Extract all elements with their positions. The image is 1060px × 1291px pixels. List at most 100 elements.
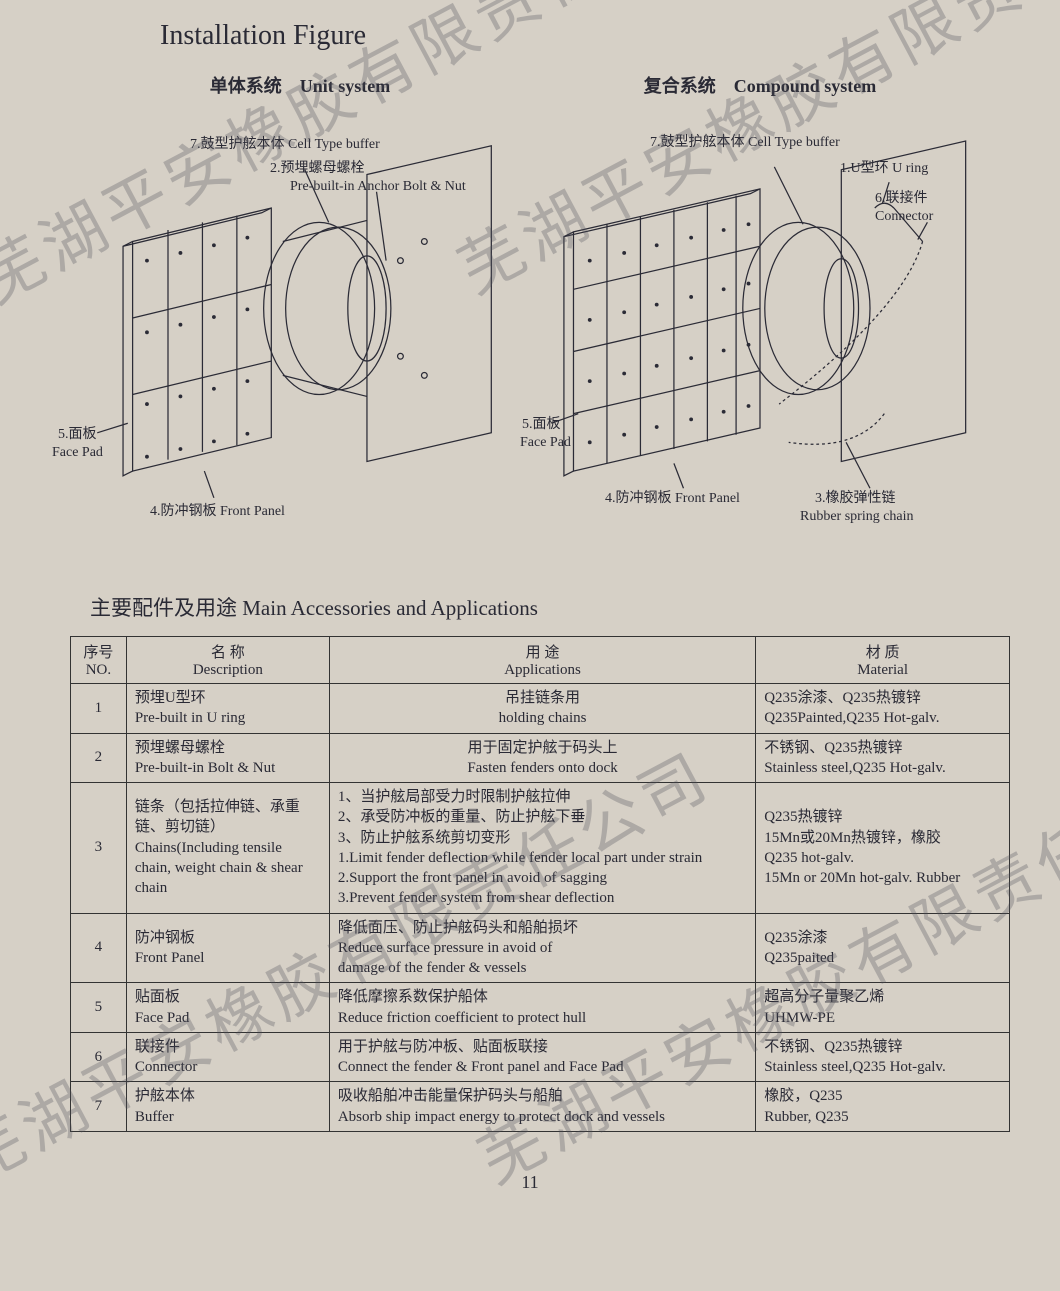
cell-line: Fasten fenders onto dock — [338, 758, 747, 778]
cell-line: Absorb ship impact energy to protect doc… — [338, 1107, 747, 1127]
th-no-cn: 序号 — [79, 641, 118, 662]
fig-compound-title-en: Compound system — [734, 76, 877, 96]
table-row: 5 贴面板Face Pad 降低摩擦系数保护船体Reduce friction co… — [71, 983, 1010, 1033]
cell-line: Q235涂漆、Q235热镀锌 — [764, 688, 1001, 708]
cell-line: Face Pad — [135, 1008, 321, 1028]
cell-line: damage of the fender & vessels — [338, 958, 747, 978]
cell-no: 2 — [71, 733, 127, 783]
cell-line: Stainless steel,Q235 Hot-galv. — [764, 758, 1001, 778]
table-row: 1 预埋U型环Pre-built in U ring 吊挂链条用holding ch… — [71, 684, 1010, 734]
cell-line: Reduce surface pressure in avoid of — [338, 938, 747, 958]
cell-line: Connector — [135, 1057, 321, 1077]
cell-material: Q235涂漆、Q235热镀锌Q235Painted,Q235 Hot-galv. — [756, 684, 1010, 734]
cell-line: 2.Support the front panel in avoid of sa… — [338, 868, 747, 888]
cell-line: Q235涂漆 — [764, 928, 1001, 948]
cell-line: Rubber, Q235 — [764, 1107, 1001, 1127]
cell-applications: 吊挂链条用holding chains — [329, 684, 755, 734]
cell-line: Q235热镀锌 — [764, 807, 1001, 827]
cell-no: 1 — [71, 684, 127, 734]
figure-compound-system: 复合系统 Compound system — [540, 72, 980, 532]
cell-applications: 用于固定护舷于码头上Fasten fenders onto dock — [329, 733, 755, 783]
cell-line: 预埋螺母螺栓 — [135, 738, 321, 758]
cell-description: 护舷本体Buffer — [126, 1082, 329, 1132]
table-row: 4防冲钢板Front Panel降低面压、防止护舷码头和船舶损坏Reduce s… — [71, 913, 1010, 983]
cell-line: 不锈钢、Q235热镀锌 — [764, 1037, 1001, 1057]
th-desc-en: Description — [135, 662, 321, 679]
cell-description: 预埋螺母螺栓Pre-built-in Bolt & Nut — [126, 733, 329, 783]
cell-applications: 降低摩擦系数保护船体Reduce friction coefficient to… — [329, 983, 755, 1033]
cell-line: Q235 hot-galv. — [764, 848, 1001, 868]
cell-material: 不锈钢、Q235热镀锌Stainless steel,Q235 Hot-galv… — [756, 733, 1010, 783]
cell-line: Connect the fender & Front panel and Fac… — [338, 1057, 747, 1077]
label-2b-unit: Pre-built-in Anchor Bolt & Nut — [290, 178, 466, 196]
accessories-table: 序号 NO. 名 称 Description 用 途 Applications … — [70, 636, 1010, 1132]
cell-line: holding chains — [338, 708, 747, 728]
cell-line: 吊挂链条用 — [338, 688, 747, 708]
label-5a-compound: 5.面板 — [522, 416, 561, 434]
cell-line: 15Mn或20Mn热镀锌，橡胶 — [764, 828, 1001, 848]
table-row: 3链条（包括拉伸链、承重链、剪切链）Chains(Including tensi… — [71, 783, 1010, 914]
cell-line: 不锈钢、Q235热镀锌 — [764, 738, 1001, 758]
label-7-compound: 7.鼓型护舷本体 Cell Type buffer — [650, 134, 840, 152]
cell-line: 降低面压、防止护舷码头和船舶损坏 — [338, 918, 747, 938]
fig-unit-title-cn: 单体系统 — [210, 76, 282, 96]
cell-line: UHMW-PE — [764, 1008, 1001, 1028]
th-no-en: NO. — [79, 662, 118, 679]
cell-line: 1、当护舷局部受力时限制护舷拉伸 — [338, 787, 747, 807]
th-mat-en: Material — [764, 662, 1001, 679]
cell-line: 橡胶，Q235 — [764, 1086, 1001, 1106]
figure-unit-system: 单体系统 Unit system — [80, 72, 520, 532]
th-app-cn: 用 途 — [338, 641, 747, 662]
cell-line: 2、承受防冲板的重量、防止护舷下垂 — [338, 807, 747, 827]
cell-applications: 吸收船舶冲击能量保护码头与船舶Absorb ship impact energy… — [329, 1082, 755, 1132]
label-7-unit: 7.鼓型护舷本体 Cell Type buffer — [190, 136, 380, 154]
cell-line: 用于护舷与防冲板、贴面板联接 — [338, 1037, 747, 1057]
page-number: 11 — [70, 1172, 990, 1193]
cell-line: Reduce friction coefficient to protect h… — [338, 1008, 747, 1028]
label-6b-compound: Connector — [875, 208, 933, 226]
label-5b-compound: Face Pad — [520, 434, 571, 452]
cell-no: 7 — [71, 1082, 127, 1132]
cell-line: 链条（包括拉伸链、承重链、剪切链） — [135, 797, 321, 838]
label-6a-compound: 6.联接件 — [875, 190, 928, 208]
cell-no: 5 — [71, 983, 127, 1033]
cell-material: 超高分子量聚乙烯UHMW-PE — [756, 983, 1010, 1033]
th-mat-cn: 材 质 — [764, 641, 1001, 662]
cell-description: 联接件Connector — [126, 1032, 329, 1082]
label-1a-compound: 1.U型环 U ring — [840, 160, 928, 178]
cell-line: Pre-built-in Bolt & Nut — [135, 758, 321, 778]
cell-applications: 降低面压、防止护舷码头和船舶损坏Reduce surface pressure … — [329, 913, 755, 983]
cell-line: Front Panel — [135, 948, 321, 968]
cell-line: 预埋U型环 — [135, 688, 321, 708]
cell-line: 15Mn or 20Mn hot-galv. Rubber — [764, 868, 1001, 888]
label-5b-unit: Face Pad — [52, 444, 103, 462]
label-4-compound: 4.防冲钢板 Front Panel — [605, 490, 740, 508]
label-2a-unit: 2.预埋螺母螺栓 — [270, 160, 365, 178]
cell-no: 3 — [71, 783, 127, 914]
label-5a-unit: 5.面板 — [58, 426, 97, 444]
table-row: 7护舷本体Buffer吸收船舶冲击能量保护码头与船舶Absorb ship im… — [71, 1082, 1010, 1132]
cell-line: 防冲钢板 — [135, 928, 321, 948]
section-title: 主要配件及用途 Main Accessories and Application… — [90, 592, 990, 622]
cell-line: 1.Limit fender deflection while fender l… — [338, 848, 747, 868]
cell-line: Chains(Including tensile chain, weight c… — [135, 838, 321, 899]
page-title: Installation Figure — [160, 20, 990, 52]
label-3a-compound: 3.橡胶弹性链 — [815, 490, 896, 508]
cell-description: 链条（包括拉伸链、承重链、剪切链）Chains(Including tensil… — [126, 783, 329, 914]
cell-material: Q235热镀锌15Mn或20Mn热镀锌，橡胶Q235 hot-galv.15Mn… — [756, 783, 1010, 914]
cell-no: 6 — [71, 1032, 127, 1082]
table-row: 6联接件Connector用于护舷与防冲板、贴面板联接Connect the f… — [71, 1032, 1010, 1082]
cell-line: 吸收船舶冲击能量保护码头与船舶 — [338, 1086, 747, 1106]
cell-description: 防冲钢板Front Panel — [126, 913, 329, 983]
cell-line: 贴面板 — [135, 987, 321, 1007]
cell-no: 4 — [71, 913, 127, 983]
cell-applications: 1、当护舷局部受力时限制护舷拉伸2、承受防冲板的重量、防止护舷下垂3、防止护舷系… — [329, 783, 755, 914]
cell-line: Pre-built in U ring — [135, 708, 321, 728]
cell-line: 降低摩擦系数保护船体 — [338, 987, 747, 1007]
cell-line: 3.Prevent fender system from shear defle… — [338, 888, 747, 908]
cell-line: 联接件 — [135, 1037, 321, 1057]
fig-compound-title-cn: 复合系统 — [644, 76, 716, 96]
cell-material: Q235涂漆Q235paited — [756, 913, 1010, 983]
figures-row: 单体系统 Unit system — [70, 72, 990, 532]
cell-line: 护舷本体 — [135, 1086, 321, 1106]
